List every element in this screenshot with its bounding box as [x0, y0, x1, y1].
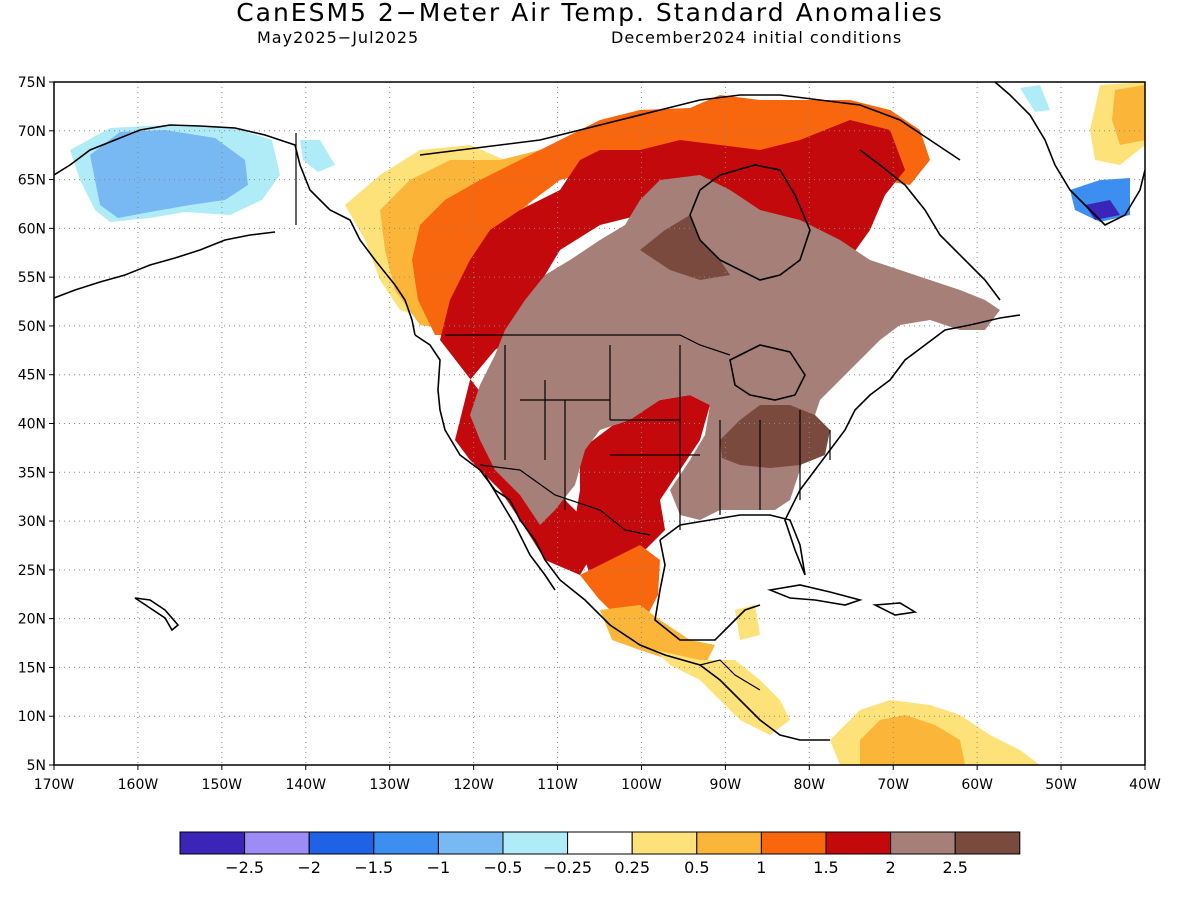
lat-tick-label: 25N: [18, 563, 46, 579]
lat-tick-label: 60N: [18, 221, 46, 237]
colorbar-swatch: [760, 831, 827, 855]
south-america-warm2: [860, 715, 965, 765]
lat-tick-label: 70N: [18, 124, 46, 140]
lat-tick-label: 20N: [18, 612, 46, 628]
lon-tick-label: 50W: [1045, 777, 1077, 793]
lat-tick-label: 75N: [18, 75, 46, 91]
colorbar-label: 2.5: [942, 858, 967, 877]
shaded-anomalies: [70, 82, 1145, 765]
labrador-coast: [859, 149, 1001, 301]
greenland-coast: [994, 82, 1145, 226]
lon-tick-label: 70W: [877, 777, 909, 793]
lat-tick-label: 5N: [27, 758, 46, 774]
colorbar-swatch: [631, 831, 698, 855]
lat-tick-label: 65N: [18, 173, 46, 189]
map-title: CanESM5 2−Meter Air Temp. Standard Anoma…: [236, 0, 944, 27]
lat-tick-label: 50N: [18, 319, 46, 335]
ohio-valley-extreme: [720, 405, 830, 468]
colorbar-label: −1.5: [354, 858, 393, 877]
colorbar-swatch: [437, 831, 504, 855]
west-coast: [414, 334, 830, 741]
colorbar-swatch: [308, 831, 375, 855]
lat-tick-label: 55N: [18, 270, 46, 286]
colorbar-label: 1.5: [813, 858, 838, 877]
colorbar-swatch: [567, 831, 633, 855]
political-borders: [295, 133, 831, 691]
colorbar-swatch: [179, 831, 246, 855]
aleutians: [54, 231, 276, 299]
lon-tick-label: 100W: [621, 777, 662, 793]
lat-tick-label: 45N: [18, 368, 46, 384]
colorbar: [179, 831, 1021, 855]
colorbar-swatch: [890, 831, 956, 855]
graticule: [54, 82, 1145, 765]
lon-tick-label: 80W: [793, 777, 825, 793]
lon-tick-label: 150W: [202, 777, 243, 793]
colorbar-label: −0.5: [484, 858, 523, 877]
us-canada-border: [445, 334, 731, 356]
mexico-warm: [580, 545, 660, 620]
colorbar-label: −2: [297, 858, 321, 877]
lat-tick-label: 40N: [18, 417, 46, 433]
alaska-coast: [54, 124, 416, 336]
colorbar-label: 1: [756, 858, 766, 877]
forecast-period: May2025−Jul2025: [257, 28, 420, 47]
us-gulf-coast: [659, 314, 1021, 576]
great-lakes: [729, 344, 806, 401]
us-mexico-border: [479, 464, 651, 536]
colorbar-swatch: [244, 831, 310, 855]
yucatan-warm: [735, 605, 760, 640]
lon-tick-label: 130W: [369, 777, 410, 793]
colorbar-label: −0.25: [543, 858, 592, 877]
colorbar-labels: −2.5 −2 −1.5 −1 −0.5 −0.25 0.25 0.5 1 1.5 2 2.5: [225, 858, 968, 877]
colorbar-label: 2: [886, 858, 896, 877]
hawaii: [134, 597, 180, 632]
hudson-bay: [689, 164, 811, 281]
alaska-cool-edge: [90, 130, 248, 218]
lon-tick-label: 170W: [34, 777, 75, 793]
colorbar-label: −1: [427, 858, 451, 877]
alaska-strip: [300, 140, 335, 172]
greenland-cool-edge: [1020, 85, 1050, 112]
lon-tick-label: 40W: [1129, 777, 1161, 793]
longitude-labels: 170W 160W 150W 140W 130W 120W 110W 100W 90W 80W 70…: [34, 765, 1161, 793]
lon-tick-label: 60W: [961, 777, 993, 793]
greenland-cool-strong: [1085, 200, 1120, 220]
gulf-coast: [654, 539, 761, 641]
lat-tick-label: 10N: [18, 709, 46, 725]
central-america-warm: [655, 650, 790, 735]
southern-plains-hot: [575, 395, 710, 590]
arctic-coast: [419, 94, 961, 161]
lon-tick-label: 160W: [118, 777, 159, 793]
colorbar-label: 0.25: [614, 858, 650, 877]
cuba: [767, 584, 863, 606]
lon-tick-label: 90W: [710, 777, 742, 793]
colorbar-label: −2.5: [225, 858, 264, 877]
colorbar-swatch: [696, 831, 762, 855]
lat-tick-label: 35N: [18, 465, 46, 481]
hispaniola: [872, 602, 918, 616]
west-canada-warm3: [412, 95, 930, 335]
colorbar-swatch: [954, 831, 1021, 855]
lat-tick-label: 15N: [18, 660, 46, 676]
latitude-labels: 5N 10N 15N 20N 25N 30N 35N 40N 45N 50N 55N 60N 65N 70…: [18, 75, 54, 774]
initial-conditions: December2024 initial conditions: [611, 28, 903, 47]
baja: [484, 474, 556, 591]
mexico-warm2: [600, 605, 715, 665]
colorbar-swatch: [825, 831, 892, 855]
coastlines: [54, 82, 1145, 741]
interior-very-warm: [470, 175, 1000, 525]
colorbar-label: 0.5: [684, 858, 709, 877]
hudson-bay-extreme: [640, 215, 730, 280]
greenland-warm2: [1112, 85, 1145, 145]
colorbar-swatch: [373, 831, 439, 855]
central-america-borders: [699, 659, 761, 691]
lat-tick-label: 30N: [18, 514, 46, 530]
lon-tick-label: 140W: [285, 777, 326, 793]
lon-tick-label: 120W: [453, 777, 494, 793]
lon-tick-label: 110W: [537, 777, 578, 793]
colorbar-swatch: [502, 831, 569, 855]
state-lines: [504, 345, 831, 530]
